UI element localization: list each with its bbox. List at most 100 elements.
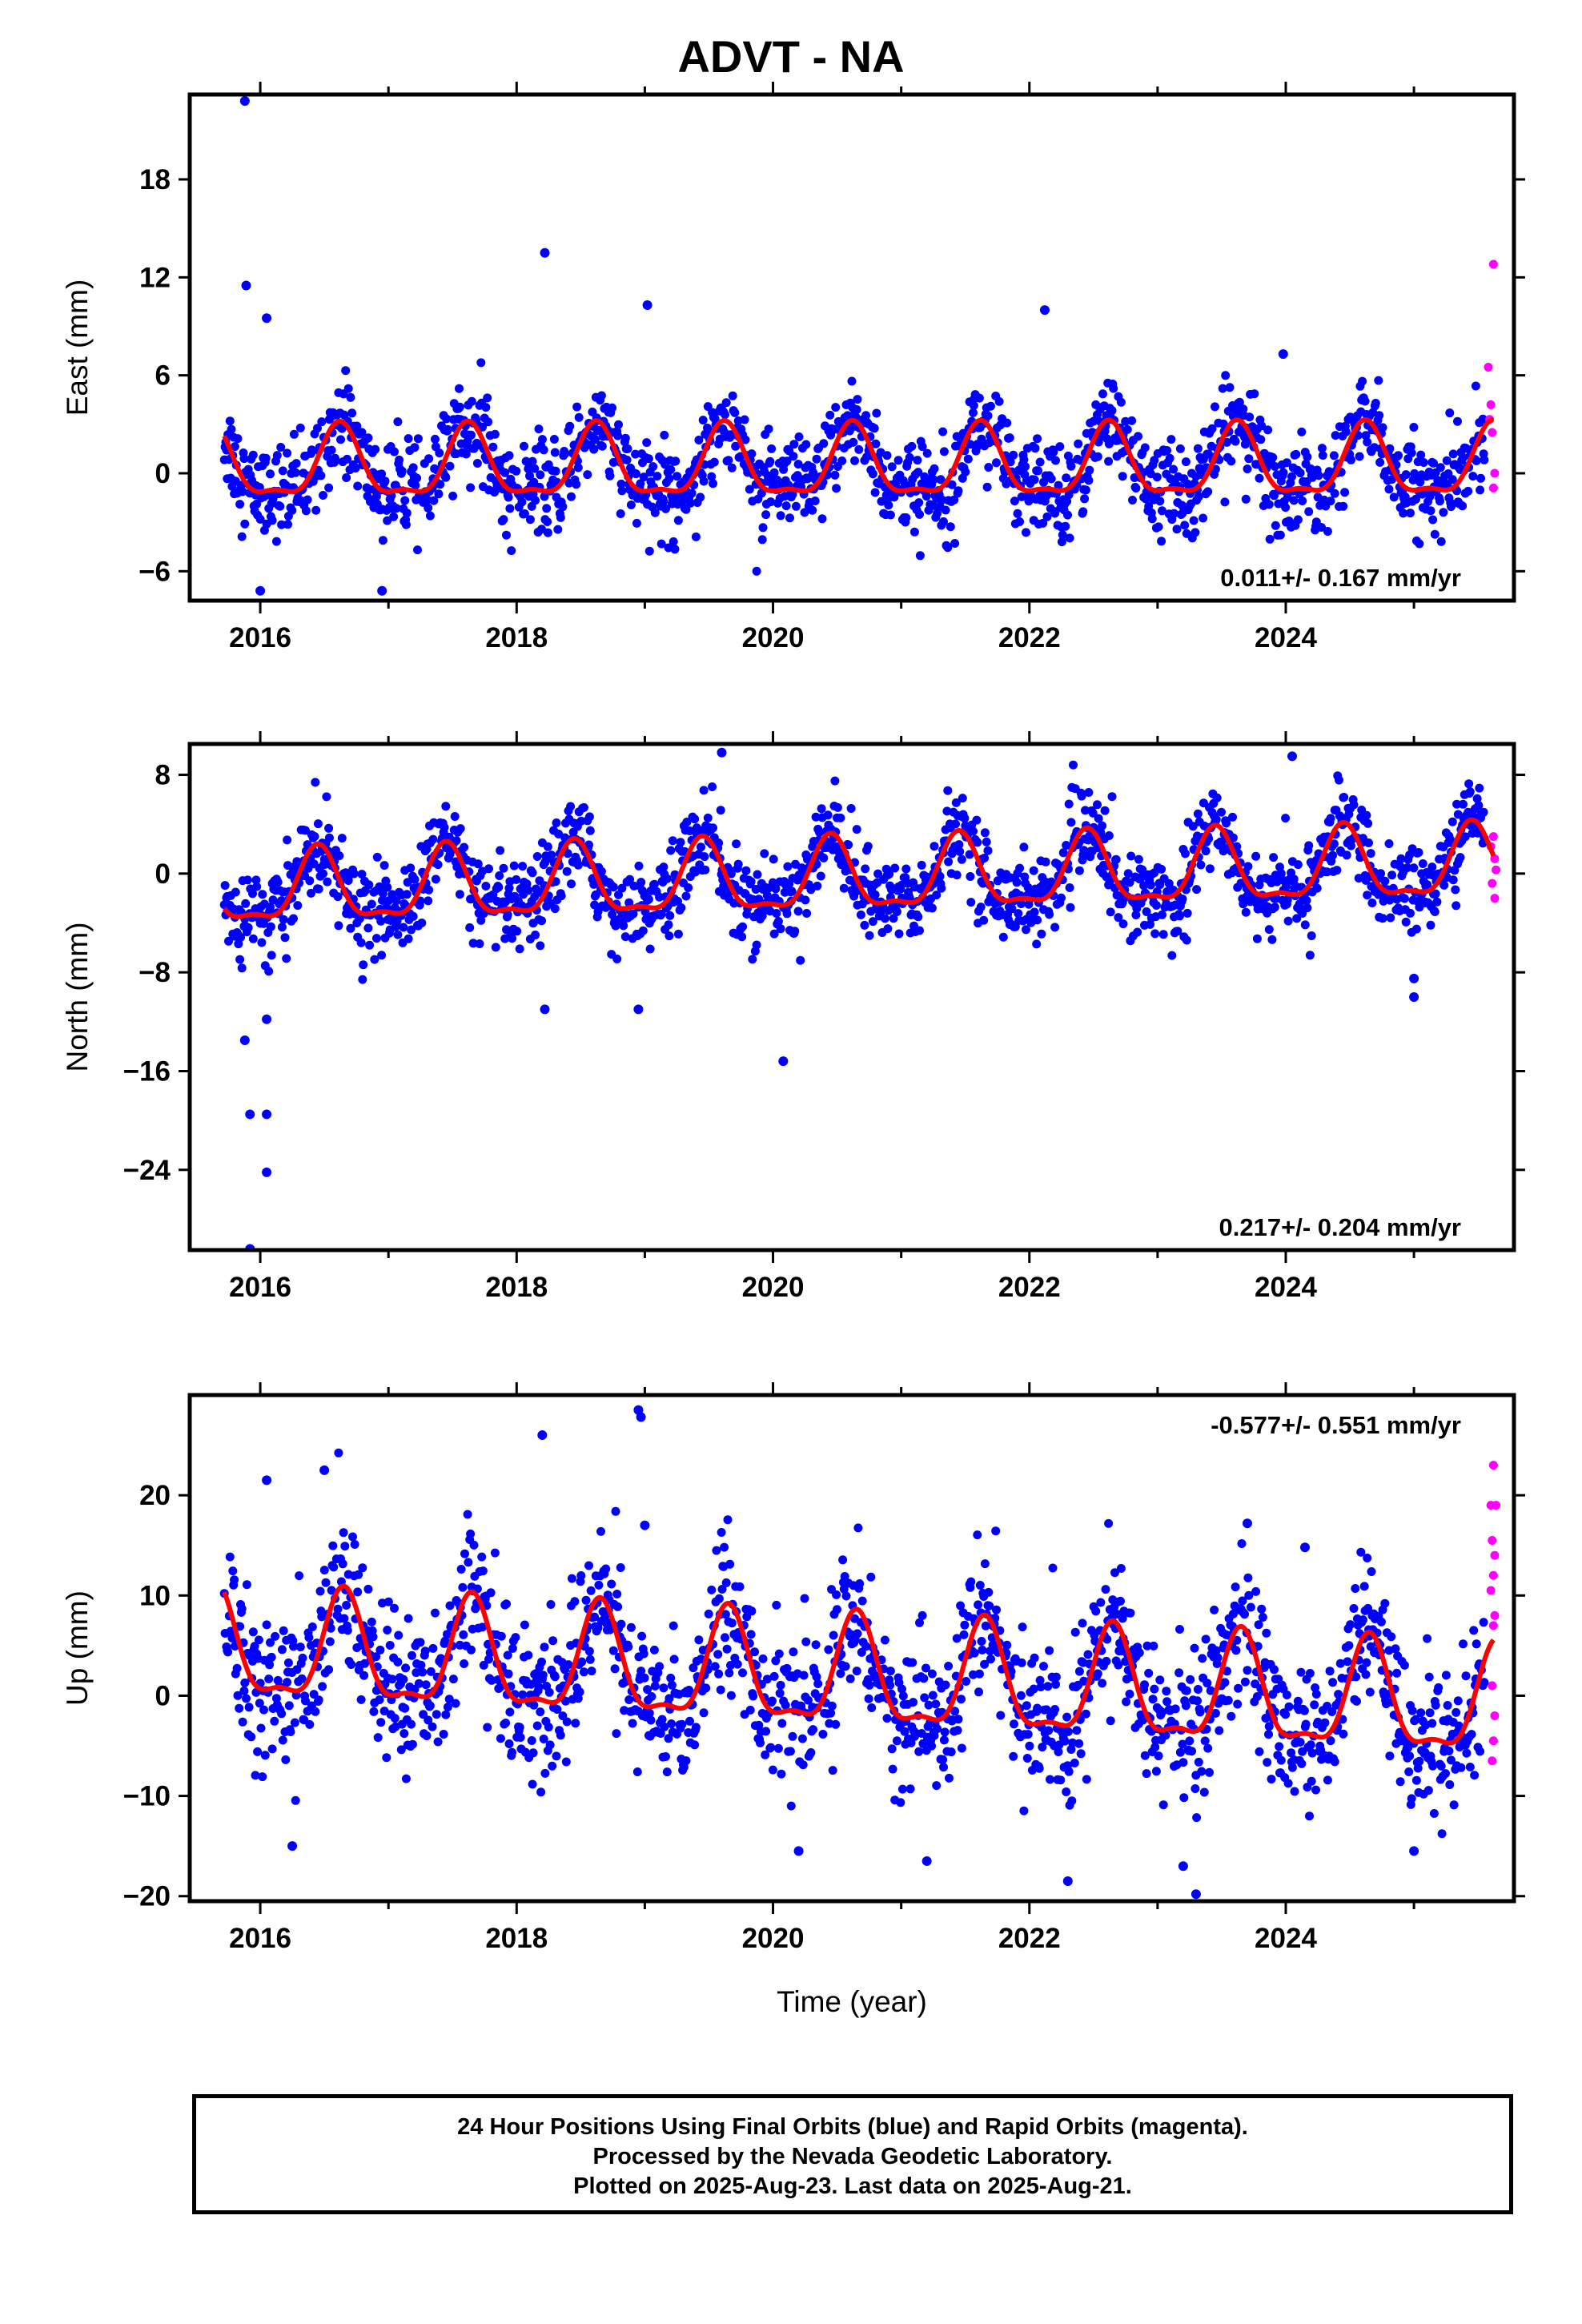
final-orbit-point — [584, 1647, 594, 1656]
final-orbit-point — [929, 475, 938, 485]
final-orbit-point — [753, 870, 762, 879]
final-orbit-point — [1384, 485, 1394, 494]
final-orbit-point — [540, 1004, 550, 1015]
final-orbit-point — [901, 513, 911, 522]
final-orbit-point — [440, 1636, 450, 1646]
final-orbit-point — [1056, 1775, 1066, 1785]
final-orbit-point — [458, 1582, 468, 1592]
final-orbit-point — [1386, 913, 1395, 923]
final-orbit-point — [965, 850, 974, 859]
final-orbit-point — [359, 1671, 369, 1680]
x-tick-label: 2018 — [485, 1272, 548, 1303]
final-orbit-point — [1472, 794, 1482, 803]
final-orbit-point — [873, 869, 883, 879]
final-orbit-point — [479, 1660, 488, 1670]
final-orbit-point — [1344, 1641, 1354, 1651]
final-orbit-point — [481, 882, 491, 891]
final-orbit-point — [959, 1630, 969, 1639]
final-orbit-point — [982, 837, 991, 846]
final-orbit-point — [785, 1747, 795, 1756]
final-orbit-point — [1472, 456, 1481, 465]
final-orbit-point — [1284, 1702, 1294, 1711]
final-orbit-point — [416, 1660, 426, 1670]
final-orbit-point — [1300, 920, 1310, 930]
final-orbit-point — [1023, 1730, 1033, 1739]
final-orbit-point — [1367, 1567, 1376, 1576]
final-orbit-point — [1085, 831, 1094, 841]
final-orbit-point — [502, 1599, 511, 1609]
final-orbit-point — [444, 1695, 454, 1704]
final-orbit-point — [1085, 465, 1094, 475]
final-orbit-point — [768, 1765, 777, 1775]
final-orbit-point — [371, 492, 381, 501]
final-orbit-point — [775, 1688, 785, 1698]
final-orbit-point — [1323, 867, 1332, 877]
final-orbit-point — [1238, 1596, 1247, 1606]
final-orbit-point — [319, 869, 327, 879]
final-orbit-point — [499, 515, 508, 525]
final-orbit-point — [220, 881, 230, 891]
final-orbit-point — [261, 453, 271, 463]
final-orbit-point — [1211, 1708, 1220, 1718]
final-orbit-point — [528, 456, 537, 466]
final-orbit-point — [1046, 1775, 1054, 1784]
final-orbit-point — [1084, 476, 1094, 485]
final-orbit-point — [377, 585, 387, 596]
x-tick-label: 2016 — [229, 1272, 291, 1303]
final-orbit-point — [841, 1662, 850, 1671]
final-orbit-point — [868, 917, 877, 927]
final-orbit-point — [333, 892, 343, 902]
final-orbit-point — [228, 1566, 238, 1576]
final-orbit-point — [279, 1626, 288, 1635]
final-orbit-point — [1411, 494, 1420, 504]
final-orbit-point — [1447, 475, 1457, 485]
final-orbit-point — [777, 1769, 786, 1779]
final-orbit-point — [467, 1645, 476, 1655]
final-orbit-point — [1196, 860, 1206, 870]
final-orbit-point — [369, 1707, 379, 1716]
final-orbit-point — [378, 889, 387, 899]
final-orbit-point — [512, 466, 521, 476]
final-orbit-point — [1465, 1763, 1475, 1771]
final-orbit-point — [290, 1718, 299, 1727]
final-orbit-point — [421, 1680, 431, 1690]
final-orbit-point — [966, 1577, 976, 1586]
final-orbit-point — [980, 1559, 990, 1569]
final-orbit-point — [939, 517, 948, 526]
final-orbit-point — [771, 1656, 781, 1666]
final-orbit-point — [455, 402, 464, 412]
final-orbit-point — [673, 929, 683, 939]
final-orbit-point — [920, 1693, 930, 1703]
x-tick-label: 2022 — [998, 622, 1061, 653]
final-orbit-point — [431, 1608, 440, 1618]
final-orbit-point — [255, 514, 265, 524]
final-orbit-point — [257, 938, 267, 947]
final-orbit-point — [1287, 1763, 1297, 1772]
final-orbit-point — [938, 427, 948, 436]
final-orbit-point — [1193, 809, 1203, 818]
final-orbit-point — [391, 896, 401, 906]
final-orbit-point — [295, 423, 305, 432]
final-orbit-point — [1425, 1708, 1435, 1718]
final-orbit-point — [853, 1629, 862, 1638]
final-orbit-point — [1054, 480, 1063, 490]
final-orbit-point — [1035, 1675, 1045, 1685]
final-orbit-point — [1074, 1667, 1084, 1676]
final-orbit-point — [469, 1540, 479, 1550]
final-orbit-point — [401, 1663, 411, 1673]
final-orbit-point — [389, 512, 399, 521]
final-orbit-point — [411, 480, 420, 490]
final-orbit-point — [673, 472, 682, 481]
final-orbit-point — [1197, 1767, 1207, 1776]
final-orbit-point — [1480, 455, 1489, 464]
final-orbit-point — [1093, 1669, 1102, 1679]
final-orbit-point — [406, 863, 416, 873]
final-orbit-point — [329, 1562, 339, 1572]
final-orbit-point — [1173, 927, 1182, 936]
final-orbit-point — [476, 915, 486, 925]
y-tick-label: −6 — [139, 556, 171, 587]
rate-label: 0.011+/- 0.167 mm/yr — [1220, 564, 1461, 592]
final-orbit-point — [808, 505, 817, 515]
final-orbit-point — [339, 1614, 349, 1623]
final-orbit-point — [1339, 501, 1348, 511]
